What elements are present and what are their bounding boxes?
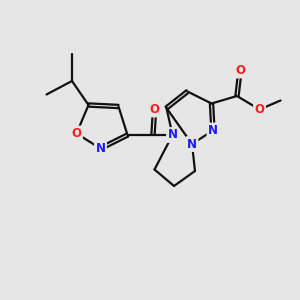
Text: O: O bbox=[149, 103, 160, 116]
Text: O: O bbox=[254, 103, 265, 116]
Text: N: N bbox=[167, 128, 178, 142]
Text: O: O bbox=[235, 64, 245, 77]
Text: N: N bbox=[187, 137, 197, 151]
Text: N: N bbox=[95, 142, 106, 155]
Text: O: O bbox=[71, 127, 82, 140]
Text: N: N bbox=[208, 124, 218, 137]
